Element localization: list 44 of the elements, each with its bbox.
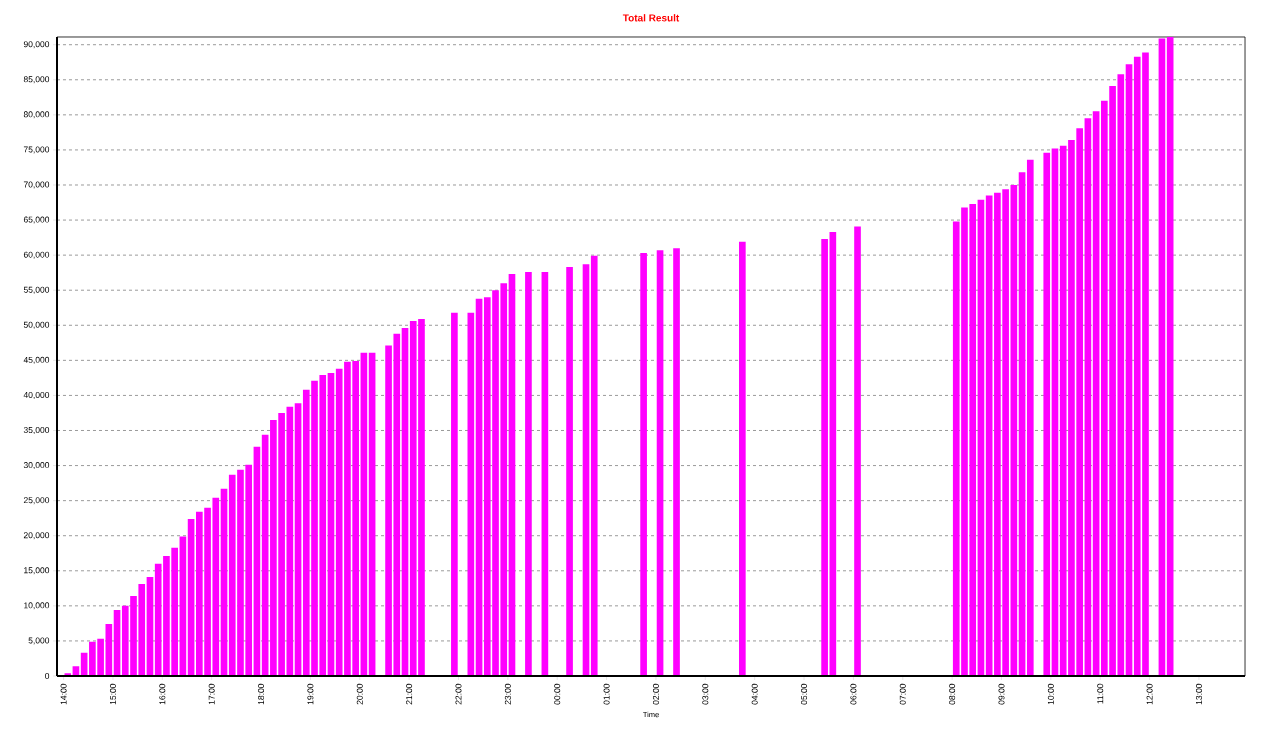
x-tick-label: 21:00: [406, 683, 413, 705]
x-tick-label: 06:00: [850, 683, 857, 705]
x-tick-label: 00:00: [554, 683, 561, 705]
y-tick-label: 80,000: [23, 111, 50, 119]
y-tick-label: 50,000: [23, 321, 50, 329]
x-tick-label: 04:00: [751, 683, 758, 705]
x-tick-label: 18:00: [258, 683, 265, 705]
x-tick-label: 03:00: [702, 683, 709, 705]
y-tick-label: 60,000: [23, 251, 50, 259]
x-tick-label: 16:00: [159, 683, 166, 705]
y-tick-label: 45,000: [23, 356, 50, 364]
x-tick-label: 08:00: [949, 683, 956, 705]
y-tick-label: 70,000: [23, 181, 50, 189]
y-tick-label: 25,000: [23, 497, 50, 505]
y-tick-label: 85,000: [23, 76, 50, 84]
y-tick-label: 0: [45, 673, 50, 679]
x-tick-label: 19:00: [307, 683, 314, 705]
x-tick-label: 14:00: [60, 683, 67, 705]
y-tick-label: 15,000: [24, 567, 50, 575]
x-tick-label: 17:00: [208, 683, 215, 705]
y-tick-label: 30,000: [23, 462, 50, 470]
x-tick-label: 23:00: [504, 683, 511, 705]
x-tick-label: 20:00: [356, 683, 363, 705]
x-tick-label: 01:00: [603, 683, 610, 705]
x-tick-label: 10:00: [1047, 683, 1054, 705]
chart-title: Total Result: [622, 14, 680, 22]
y-tick-label: 20,000: [23, 532, 50, 540]
y-tick-label: 35,000: [23, 426, 50, 434]
y-tick-label: 10,000: [24, 602, 50, 610]
y-tick-label: 65,000: [23, 216, 50, 224]
x-tick-label: 09:00: [998, 683, 1005, 705]
x-tick-label: 11:00: [1097, 683, 1104, 704]
y-tick-label: 5,000: [28, 637, 50, 645]
y-tick-label: 75,000: [23, 146, 50, 154]
y-tick-label: 90,000: [23, 41, 50, 49]
x-tick-label: 02:00: [652, 683, 659, 705]
x-tick-label: 13:00: [1195, 683, 1202, 705]
y-tick-label: 40,000: [23, 391, 50, 399]
x-tick-label: 22:00: [455, 683, 462, 705]
x-tick-label: 07:00: [899, 683, 906, 705]
x-tick-label: 12:00: [1146, 683, 1153, 705]
x-tick-label: 15:00: [109, 683, 116, 705]
x-tick-label: 05:00: [801, 683, 808, 705]
y-tick-label: 55,000: [23, 286, 50, 294]
